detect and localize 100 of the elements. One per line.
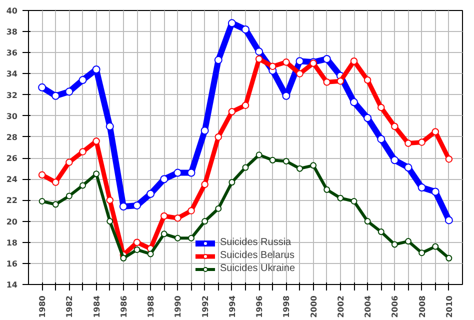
point	[78, 76, 87, 84]
x-tick-label: 1982	[65, 296, 74, 318]
point	[391, 241, 398, 248]
point	[188, 207, 195, 214]
point	[215, 205, 222, 212]
point	[174, 168, 182, 177]
point	[446, 254, 452, 262]
point	[310, 162, 317, 169]
point	[66, 158, 73, 166]
point	[147, 250, 154, 258]
x-tick-label: 2000	[309, 295, 318, 318]
x-tick-label: 1998	[282, 295, 292, 318]
x-tick-label: 1996	[255, 295, 264, 318]
point	[364, 218, 371, 225]
x-tick-label: 1992	[200, 296, 210, 318]
y-tick-label: 36	[6, 48, 18, 58]
point	[66, 192, 72, 200]
point	[119, 202, 128, 211]
point	[269, 156, 276, 164]
point	[350, 98, 358, 106]
point	[106, 196, 114, 204]
point	[214, 56, 222, 64]
point	[80, 182, 86, 189]
legend-label: Suicides Russia	[220, 237, 292, 248]
point	[282, 158, 290, 164]
point	[65, 88, 74, 96]
point	[134, 246, 140, 253]
point	[38, 171, 46, 179]
point	[282, 58, 290, 66]
point	[282, 92, 290, 100]
point	[120, 254, 127, 262]
point	[106, 122, 114, 130]
y-tick-label: 18	[6, 238, 18, 248]
x-tick-label: 2008	[418, 295, 427, 318]
point	[52, 201, 59, 208]
point	[418, 184, 426, 192]
point	[160, 212, 168, 220]
point	[202, 218, 208, 225]
y-tick-label: 22	[6, 196, 18, 206]
point	[405, 238, 412, 245]
point	[228, 19, 236, 28]
point	[160, 175, 168, 184]
point	[242, 25, 250, 34]
point	[242, 102, 250, 109]
point	[445, 155, 453, 163]
point	[174, 214, 182, 222]
point	[79, 148, 86, 156]
point	[432, 243, 439, 250]
y-tick-label: 40	[6, 6, 18, 16]
point	[160, 230, 168, 238]
point	[378, 228, 384, 236]
point	[418, 250, 426, 256]
point	[350, 198, 358, 204]
point	[364, 114, 372, 122]
point	[93, 170, 100, 178]
point	[377, 135, 386, 144]
point	[404, 164, 412, 172]
point	[133, 238, 141, 246]
point	[38, 198, 46, 204]
x-tick-label: 2010	[444, 295, 454, 318]
point	[228, 179, 236, 186]
y-tick-label: 38	[6, 28, 18, 37]
point	[378, 104, 385, 112]
point	[323, 78, 330, 86]
y-tick-label: 20	[6, 217, 18, 226]
y-tick-label: 28	[6, 132, 18, 142]
y-tick-label: 34	[6, 70, 18, 79]
point	[432, 128, 439, 136]
x-tick-label: 2002	[336, 296, 346, 318]
point	[146, 190, 155, 198]
point	[336, 77, 344, 85]
point	[188, 234, 194, 242]
point	[228, 108, 236, 116]
point	[322, 54, 331, 63]
point	[296, 165, 303, 172]
x-tick-label: 1986	[119, 295, 128, 318]
legend-label: Suicides Belarus	[220, 250, 294, 261]
point	[337, 194, 344, 202]
point	[390, 156, 399, 164]
x-tick-label: 2004	[364, 295, 373, 318]
point	[324, 186, 330, 193]
point	[350, 57, 358, 65]
point	[431, 188, 440, 196]
point	[391, 122, 398, 130]
point	[38, 83, 46, 92]
point	[364, 76, 372, 84]
y-tick-label: 16	[6, 259, 18, 268]
y-tick-label: 30	[6, 112, 18, 121]
point	[200, 126, 209, 135]
point	[187, 168, 196, 177]
y-tick-label: 26	[6, 154, 18, 164]
point	[256, 152, 262, 158]
point	[255, 48, 264, 56]
point	[174, 234, 181, 242]
point	[52, 178, 60, 186]
x-tick-label: 1988	[146, 295, 156, 318]
x-tick-label: 2006	[390, 295, 400, 318]
point	[52, 92, 60, 100]
point	[133, 201, 141, 210]
point	[296, 57, 304, 66]
